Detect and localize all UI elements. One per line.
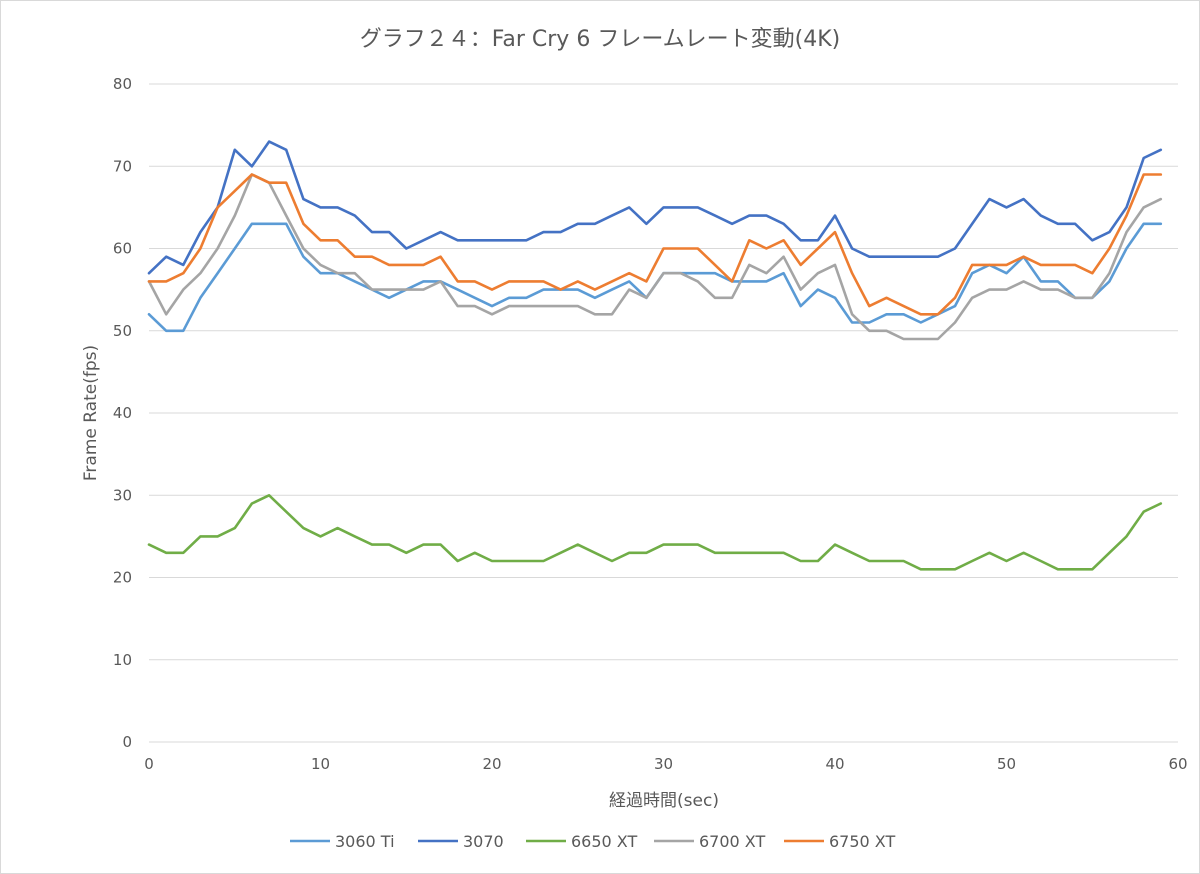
y-tick-label: 60 — [113, 240, 132, 258]
x-axis-ticks: 0 10 20 30 40 50 60 — [144, 755, 1187, 773]
legend-label: 3070 — [463, 832, 504, 851]
series-lines — [147, 140, 1163, 571]
series-line-6750-xt — [147, 173, 1163, 316]
y-tick-label: 40 — [113, 404, 132, 422]
x-tick-label: 30 — [654, 755, 673, 773]
x-tick-label: 40 — [825, 755, 844, 773]
y-tick-label: 70 — [113, 157, 132, 175]
series-line-3070 — [147, 140, 1163, 275]
y-tick-label: 20 — [113, 569, 132, 587]
x-tick-label: 50 — [997, 755, 1016, 773]
legend-label: 6700 XT — [699, 832, 765, 851]
x-axis-label: 経過時間(sec) — [609, 791, 719, 811]
legend: 3060 Ti 3070 6650 XT 6700 XT 6750 XT — [290, 832, 895, 851]
y-tick-label: 50 — [113, 322, 132, 340]
legend-label: 6750 XT — [829, 832, 895, 851]
x-tick-label: 20 — [482, 755, 501, 773]
y-axis-label: Frame Rate(fps) — [81, 345, 101, 481]
legend-label: 3060 Ti — [335, 832, 395, 851]
y-tick-label: 80 — [113, 75, 132, 93]
legend-item-6750-xt: 6750 XT — [784, 832, 895, 851]
series-line-3060-ti — [147, 222, 1163, 333]
y-tick-label: 10 — [113, 651, 132, 669]
legend-item-6700-xt: 6700 XT — [654, 832, 765, 851]
chart-title: グラフ２４：Far Cry 6 フレームレート変動(4K) — [360, 27, 841, 52]
y-axis-ticks: 0 10 20 30 40 50 60 70 80 — [113, 75, 132, 751]
legend-item-3070: 3070 — [418, 832, 504, 851]
gridlines — [149, 83, 1178, 661]
legend-item-6650-xt: 6650 XT — [526, 832, 637, 851]
x-tick-label: 60 — [1168, 755, 1187, 773]
legend-label: 6650 XT — [571, 832, 637, 851]
x-tick-label: 10 — [311, 755, 330, 773]
series-line-6650-xt — [147, 493, 1163, 571]
x-tick-label: 0 — [144, 755, 154, 773]
y-tick-label: 0 — [122, 733, 132, 751]
series-line-6700-xt — [147, 173, 1163, 341]
legend-item-3060-ti: 3060 Ti — [290, 832, 395, 851]
y-tick-label: 30 — [113, 486, 132, 504]
